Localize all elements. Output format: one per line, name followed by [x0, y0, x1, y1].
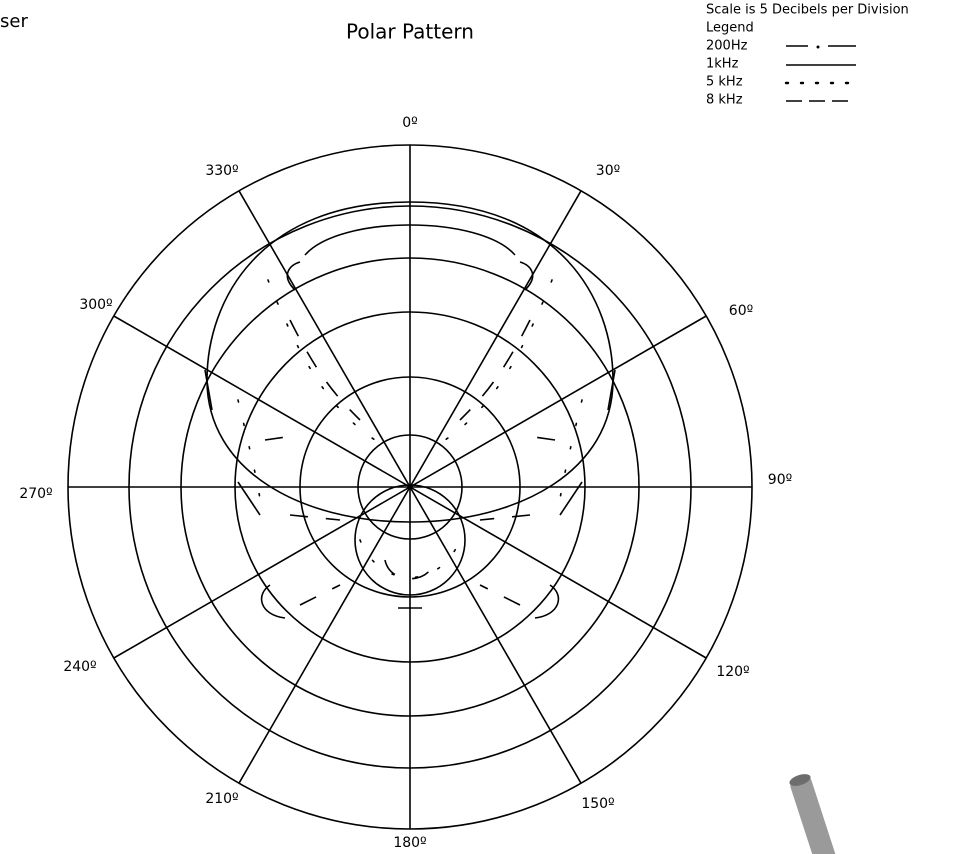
header-fragment: ser	[0, 11, 28, 32]
scale-note: Scale is 5 Decibels per Division	[706, 3, 909, 18]
angle-label: 30º	[596, 163, 620, 179]
title: Polar Pattern	[346, 20, 474, 44]
angle-label: 90º	[768, 472, 792, 488]
angle-label: 270º	[19, 486, 52, 502]
angle-label: 150º	[581, 796, 614, 812]
legend: 200Hz 1kHz 5 kHz 8 kHz	[706, 39, 856, 108]
microphone	[788, 772, 838, 854]
angle-label: 180º	[393, 835, 426, 851]
legend-item: 200Hz	[706, 39, 748, 54]
angle-label: 330º	[205, 163, 238, 179]
angle-label: 240º	[63, 659, 96, 675]
polar-diagram: ser Polar Pattern Scale is 5 Decibels pe…	[0, 0, 968, 854]
angle-label: 120º	[716, 664, 749, 680]
legend-item: 5 kHz	[706, 75, 743, 90]
microphone-body	[789, 775, 838, 854]
legend-item: 8 kHz	[706, 93, 743, 108]
legend-line	[817, 46, 820, 49]
angle-label: 0º	[402, 115, 418, 131]
polar-grid	[68, 145, 752, 829]
legend-item: 1kHz	[706, 57, 739, 72]
legend-title: Legend	[706, 21, 754, 36]
angle-label: 210º	[205, 791, 238, 807]
angle-label: 60º	[729, 303, 753, 319]
angle-label: 300º	[79, 297, 112, 313]
